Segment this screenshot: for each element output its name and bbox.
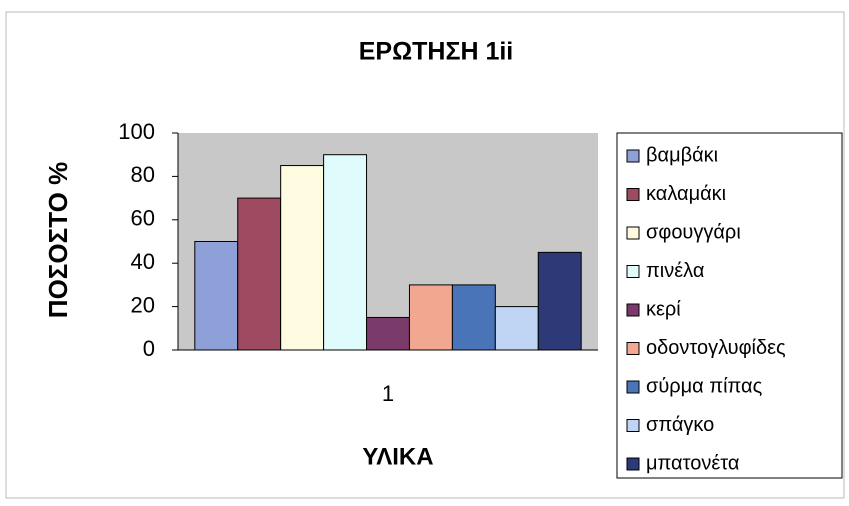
legend-swatch <box>626 188 640 201</box>
legend-swatch <box>626 380 640 394</box>
bar <box>366 316 410 351</box>
x-axis-label: ΥΛΙΚΑ <box>362 443 433 470</box>
y-tick-label: 60 <box>131 206 155 231</box>
legend-swatch <box>626 342 640 355</box>
bar <box>280 165 325 351</box>
legend-label: σφουγγάρι <box>646 221 741 243</box>
x-tick-label: 1 <box>382 381 394 406</box>
y-tick-label: 20 <box>131 292 155 317</box>
y-tick-label: 100 <box>118 119 155 144</box>
chart-title: ΕΡΩΤΗΣΗ 1ii <box>359 38 514 66</box>
legend-label: οδοντογλυφίδες <box>646 337 786 359</box>
legend-label: μπατονέτα <box>646 452 739 474</box>
legend-label: βαμβάκι <box>646 144 718 166</box>
bar <box>451 284 496 351</box>
legend-swatch <box>626 457 640 471</box>
legend-label: πινέλα <box>646 260 704 282</box>
legend-swatch <box>626 419 640 432</box>
bar <box>194 241 239 351</box>
legend-swatch <box>626 265 640 278</box>
bar <box>237 197 282 351</box>
y-tick-label: 0 <box>143 336 155 361</box>
legend-label: σύρμα πίπας <box>646 375 763 397</box>
legend-swatch <box>626 303 640 317</box>
y-axis-label: ΠΟΣΟΣΤΟ % <box>43 162 73 318</box>
bar <box>408 284 453 351</box>
legend-label: καλαμάκι <box>646 183 726 205</box>
y-tick-label: 40 <box>131 249 155 274</box>
bar <box>537 251 582 351</box>
bar <box>494 306 539 351</box>
bar <box>323 154 368 351</box>
legend-label: κερί <box>646 298 681 320</box>
legend <box>616 132 843 479</box>
legend-swatch <box>626 149 640 163</box>
y-tick-label: 80 <box>131 162 155 187</box>
legend-swatch <box>626 226 640 240</box>
legend-label: σπάγκο <box>646 414 714 436</box>
